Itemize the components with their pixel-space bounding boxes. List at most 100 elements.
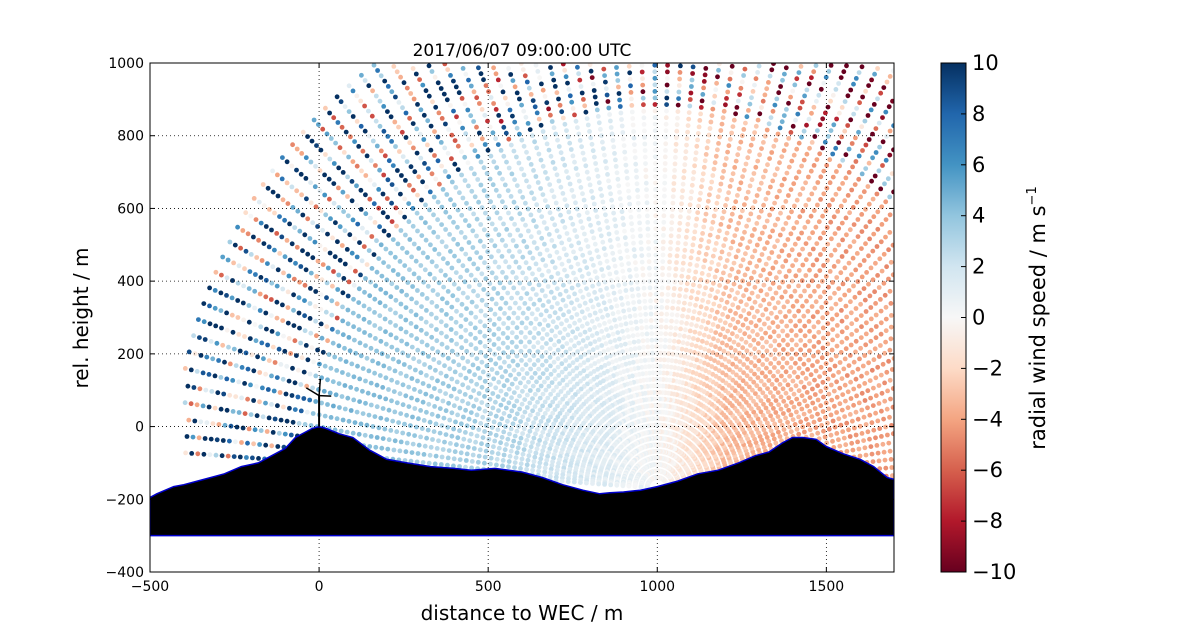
scan-sample (741, 73, 746, 78)
scan-sample (381, 172, 387, 178)
scan-sample (763, 168, 768, 174)
scan-sample (751, 337, 757, 343)
scan-sample (621, 275, 627, 280)
scan-sample (477, 101, 482, 106)
scan-sample (858, 313, 864, 318)
scan-sample (812, 134, 818, 139)
scan-sample (352, 139, 357, 145)
scan-sample (727, 273, 733, 278)
scan-sample (817, 374, 822, 379)
scan-sample (367, 196, 373, 202)
scan-sample (665, 69, 670, 75)
scan-sample (753, 123, 759, 129)
scan-sample (732, 165, 738, 170)
scan-sample (767, 369, 773, 375)
scan-sample (536, 208, 542, 214)
scan-sample (817, 235, 823, 241)
scan-sample (496, 379, 502, 385)
scan-sample (251, 234, 256, 240)
scan-sample (755, 279, 761, 284)
scan-sample (821, 428, 826, 434)
scan-sample (284, 238, 290, 243)
scan-sample (560, 218, 566, 224)
scan-sample (722, 162, 728, 168)
scan-sample (456, 90, 462, 96)
scan-sample (798, 64, 804, 69)
scan-sample (565, 332, 571, 338)
scan-sample (747, 334, 752, 340)
scan-sample (697, 331, 703, 336)
scan-sample (747, 239, 753, 245)
scan-sample (509, 295, 514, 301)
scan-sample (776, 429, 781, 435)
scan-sample (624, 169, 629, 175)
scan-sample (289, 241, 295, 247)
scan-sample (842, 382, 848, 388)
scan-sample (866, 360, 871, 366)
scan-sample (561, 282, 566, 288)
scan-sample (661, 233, 666, 238)
scan-sample (777, 309, 783, 315)
scan-sample (827, 269, 833, 274)
scan-sample (485, 118, 490, 124)
scan-sample (636, 214, 642, 219)
scan-sample (652, 108, 658, 114)
scan-sample (680, 313, 685, 319)
scan-sample (863, 309, 869, 314)
scan-sample (832, 247, 838, 253)
scan-sample (756, 349, 762, 355)
scan-sample (247, 269, 253, 274)
scan-sample (357, 240, 362, 246)
scan-sample (616, 350, 621, 356)
scan-sample (801, 128, 807, 134)
scan-sample (684, 142, 689, 148)
scan-sample (360, 225, 365, 231)
scan-sample (526, 228, 531, 234)
scan-sample (609, 197, 614, 203)
scan-sample (569, 315, 575, 320)
scan-sample (839, 308, 844, 313)
scan-sample (505, 335, 510, 341)
scan-sample (381, 128, 387, 134)
scan-sample (482, 378, 488, 384)
scan-sample (607, 238, 613, 243)
scan-sample (784, 323, 790, 329)
scan-sample (628, 280, 634, 286)
scan-sample (642, 154, 648, 160)
scan-sample (821, 246, 827, 252)
scan-sample (745, 365, 750, 370)
scan-sample (623, 321, 629, 327)
scan-sample (834, 312, 840, 318)
scan-sample (552, 166, 558, 172)
scan-sample (536, 267, 542, 272)
scan-sample (870, 131, 875, 137)
scan-sample (472, 148, 478, 154)
scan-sample (777, 434, 783, 439)
scan-sample (675, 247, 680, 252)
scan-sample (369, 113, 375, 119)
scan-sample (666, 266, 672, 271)
scan-sample (280, 286, 286, 292)
scan-sample (290, 205, 296, 210)
scan-sample (724, 258, 730, 263)
scan-sample (458, 372, 463, 378)
scan-sample (587, 129, 592, 134)
scan-sample (558, 184, 564, 190)
scan-sample (662, 180, 668, 186)
scan-sample (796, 140, 802, 146)
scan-sample (518, 339, 524, 345)
scan-sample (582, 280, 587, 285)
scan-sample (627, 267, 632, 273)
scan-sample (596, 359, 601, 364)
scan-sample (460, 355, 466, 361)
scan-sample (728, 70, 734, 76)
scan-sample (839, 220, 845, 226)
scan-sample (738, 139, 744, 145)
scan-sample (767, 286, 773, 292)
scan-sample (755, 308, 760, 314)
scan-sample (307, 236, 313, 241)
scan-sample (539, 272, 545, 278)
scan-sample (356, 327, 362, 332)
scan-sample (791, 152, 797, 158)
scan-sample (859, 324, 864, 330)
